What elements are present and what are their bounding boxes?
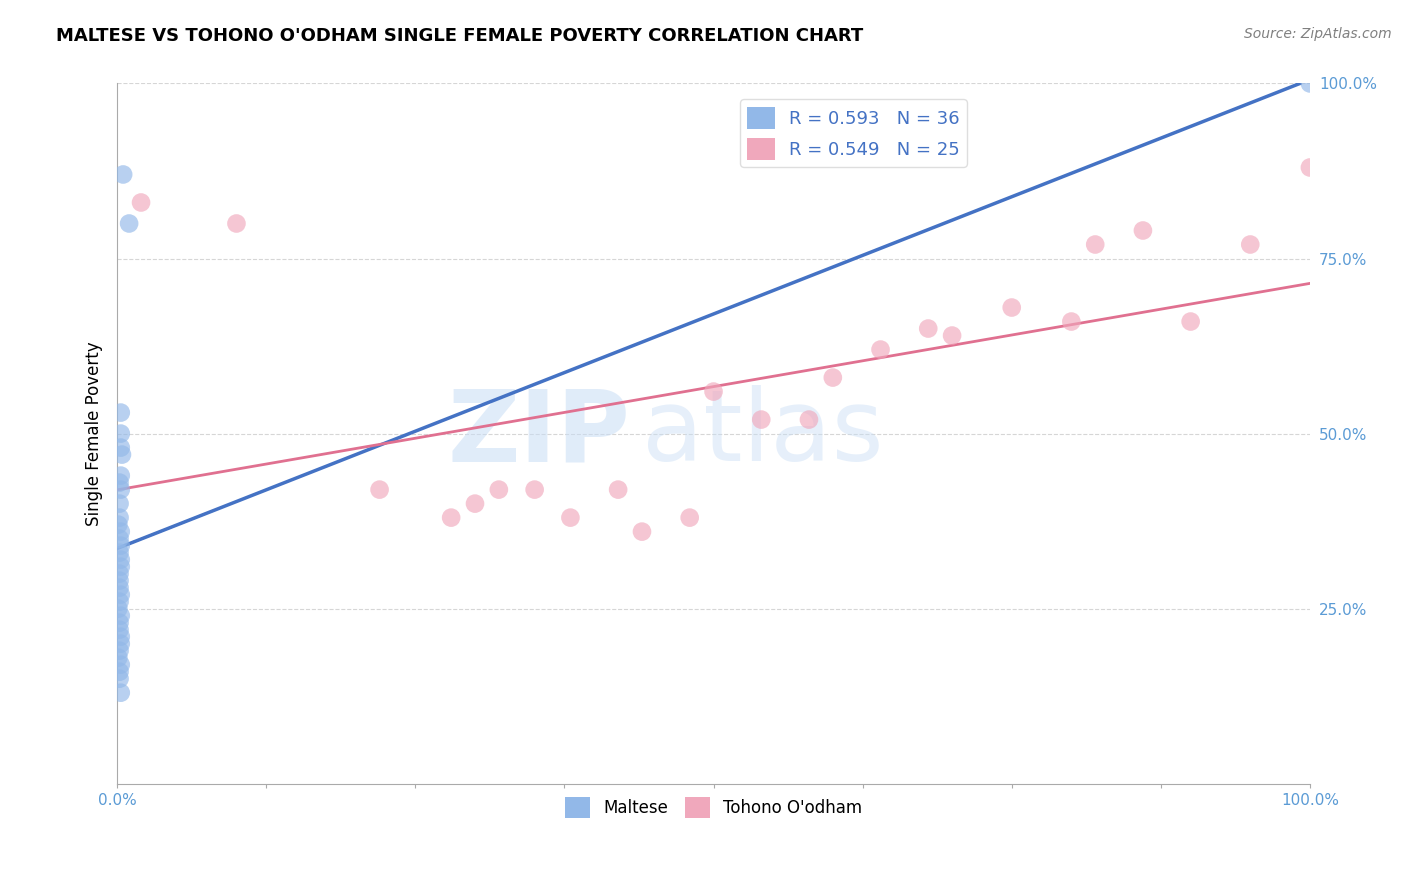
Point	[1001, 301, 1024, 315]
Point	[821, 370, 844, 384]
Point	[110, 686, 132, 700]
Point	[110, 524, 132, 539]
Text: ZIP: ZIP	[447, 385, 630, 482]
Point	[110, 406, 132, 420]
Point	[108, 497, 131, 511]
Point	[110, 441, 132, 455]
Point	[108, 665, 131, 679]
Point	[108, 566, 131, 581]
Point	[107, 650, 129, 665]
Point	[111, 448, 134, 462]
Text: MALTESE VS TOHONO O'ODHAM SINGLE FEMALE POVERTY CORRELATION CHART: MALTESE VS TOHONO O'ODHAM SINGLE FEMALE …	[56, 27, 863, 45]
Point	[110, 608, 132, 623]
Point	[917, 321, 939, 335]
Point	[108, 672, 131, 686]
Point	[1299, 77, 1322, 91]
Point	[488, 483, 510, 497]
Point	[110, 552, 132, 566]
Point	[110, 588, 132, 602]
Point	[107, 517, 129, 532]
Point	[110, 468, 132, 483]
Point	[108, 574, 131, 588]
Point	[797, 412, 820, 426]
Point	[464, 497, 486, 511]
Point	[110, 559, 132, 574]
Point	[108, 615, 131, 630]
Text: atlas: atlas	[643, 385, 883, 482]
Point	[631, 524, 654, 539]
Point	[1180, 314, 1202, 328]
Point	[107, 601, 129, 615]
Text: Source: ZipAtlas.com: Source: ZipAtlas.com	[1244, 27, 1392, 41]
Point	[703, 384, 725, 399]
Point	[118, 217, 141, 231]
Point	[368, 483, 391, 497]
Point	[108, 510, 131, 524]
Point	[560, 510, 582, 524]
Point	[869, 343, 891, 357]
Point	[1239, 237, 1261, 252]
Point	[129, 195, 152, 210]
Point	[440, 510, 463, 524]
Legend: Maltese, Tohono O'odham: Maltese, Tohono O'odham	[558, 790, 869, 824]
Point	[607, 483, 630, 497]
Point	[523, 483, 546, 497]
Point	[108, 595, 131, 609]
Point	[110, 539, 132, 553]
Point	[110, 637, 132, 651]
Point	[108, 623, 131, 637]
Point	[108, 475, 131, 490]
Point	[110, 426, 132, 441]
Point	[749, 412, 772, 426]
Y-axis label: Single Female Poverty: Single Female Poverty	[86, 342, 103, 526]
Point	[108, 581, 131, 595]
Point	[110, 483, 132, 497]
Point	[225, 217, 247, 231]
Point	[679, 510, 702, 524]
Point	[112, 168, 135, 182]
Point	[110, 657, 132, 672]
Point	[1060, 314, 1083, 328]
Point	[108, 546, 131, 560]
Point	[941, 328, 963, 343]
Point	[110, 630, 132, 644]
Point	[1299, 161, 1322, 175]
Point	[1132, 223, 1154, 237]
Point	[108, 532, 131, 546]
Point	[1084, 237, 1107, 252]
Point	[108, 643, 131, 657]
